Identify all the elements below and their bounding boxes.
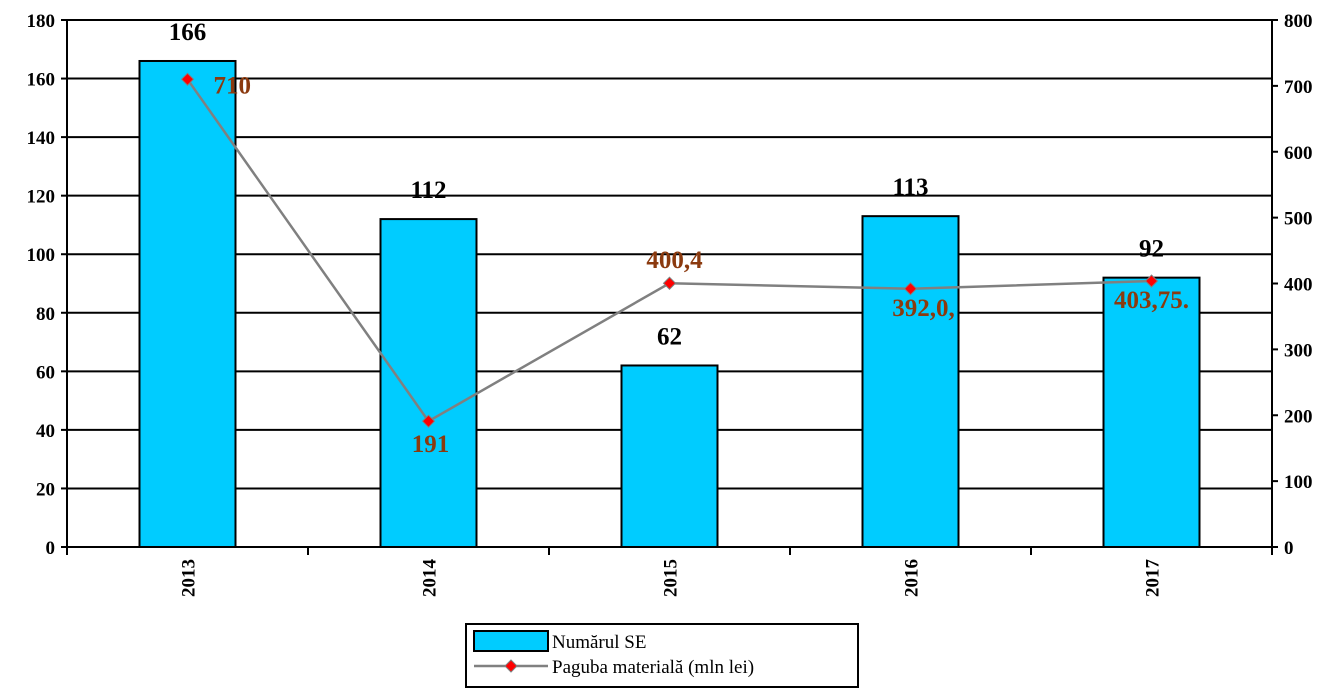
right-tick-label-200: 200 — [1284, 406, 1313, 427]
bar-label-2015: 62 — [657, 323, 682, 350]
x-tick-label-2016: 2016 — [902, 559, 923, 597]
left-tick-label-140: 140 — [27, 128, 56, 149]
x-tick-label-2017: 2017 — [1143, 559, 1164, 598]
bar-2015 — [620, 364, 719, 548]
legend-line-label: Paguba materială (mln lei) — [552, 657, 754, 678]
legend: Numărul SE Paguba materială (mln lei) — [465, 623, 859, 688]
left-tick-label-80: 80 — [36, 304, 55, 325]
line-marker-2013 — [180, 72, 195, 86]
bar-label-2014: 112 — [410, 177, 446, 204]
bar-data-labels: 166 112 62 113 92 — [169, 19, 1164, 350]
left-tick-label-60: 60 — [36, 362, 55, 383]
right-tick-label-100: 100 — [1284, 472, 1313, 493]
line-label-2013: 710 — [214, 72, 252, 99]
left-axis-ticks: 0 20 40 60 80 100 120 140 160 180 — [27, 11, 67, 559]
bar-2013 — [138, 59, 237, 548]
left-tick-label-0: 0 — [46, 538, 56, 559]
line-data-labels: 710 191 400,4 392,0, 403,75. — [214, 72, 1190, 458]
right-tick-label-800: 800 — [1284, 11, 1313, 32]
right-tick-label-600: 600 — [1284, 143, 1313, 164]
left-tick-label-40: 40 — [36, 421, 55, 442]
line-marker-2014 — [421, 414, 436, 428]
bar-2014 — [379, 218, 478, 548]
right-tick-label-700: 700 — [1284, 77, 1313, 98]
x-axis-ticks: 2013 2014 2015 2016 2017 — [66, 547, 1273, 598]
line-label-2014: 191 — [412, 431, 450, 458]
left-tick-label-160: 160 — [27, 70, 56, 91]
legend-line-marker — [504, 659, 518, 673]
left-tick-label-120: 120 — [27, 187, 56, 208]
right-tick-label-400: 400 — [1284, 275, 1313, 296]
legend-bar-label: Numărul SE — [552, 632, 646, 653]
right-tick-label-0: 0 — [1284, 538, 1294, 559]
bar-label-2013: 166 — [169, 19, 207, 46]
line-series — [180, 72, 1159, 428]
bar-series — [138, 59, 1201, 549]
x-tick-label-2015: 2015 — [661, 559, 682, 597]
line-marker-2016 — [903, 282, 918, 296]
left-tick-label-100: 100 — [27, 245, 56, 266]
bar-2017 — [1102, 276, 1201, 548]
left-tick-label-180: 180 — [27, 11, 56, 32]
x-tick-label-2014: 2014 — [420, 559, 441, 598]
bar-label-2017: 92 — [1139, 236, 1164, 263]
line-label-2016: 392,0, — [892, 295, 955, 322]
line-label-2015: 400,4 — [646, 247, 703, 274]
left-tick-label-20: 20 — [36, 479, 55, 500]
line-marker-2017 — [1144, 274, 1159, 288]
right-tick-label-300: 300 — [1284, 340, 1313, 361]
x-tick-label-2013: 2013 — [179, 559, 200, 597]
gridlines — [67, 19, 1272, 490]
bar-2016 — [861, 215, 960, 549]
line-label-2017: 403,75. — [1114, 287, 1189, 314]
bar-label-2016: 113 — [892, 174, 928, 201]
line-marker-2015 — [662, 276, 677, 290]
right-axis-ticks: 0 100 200 300 400 500 600 700 800 — [1272, 11, 1313, 559]
legend-bar-swatch — [473, 630, 549, 652]
right-tick-label-500: 500 — [1284, 209, 1313, 230]
